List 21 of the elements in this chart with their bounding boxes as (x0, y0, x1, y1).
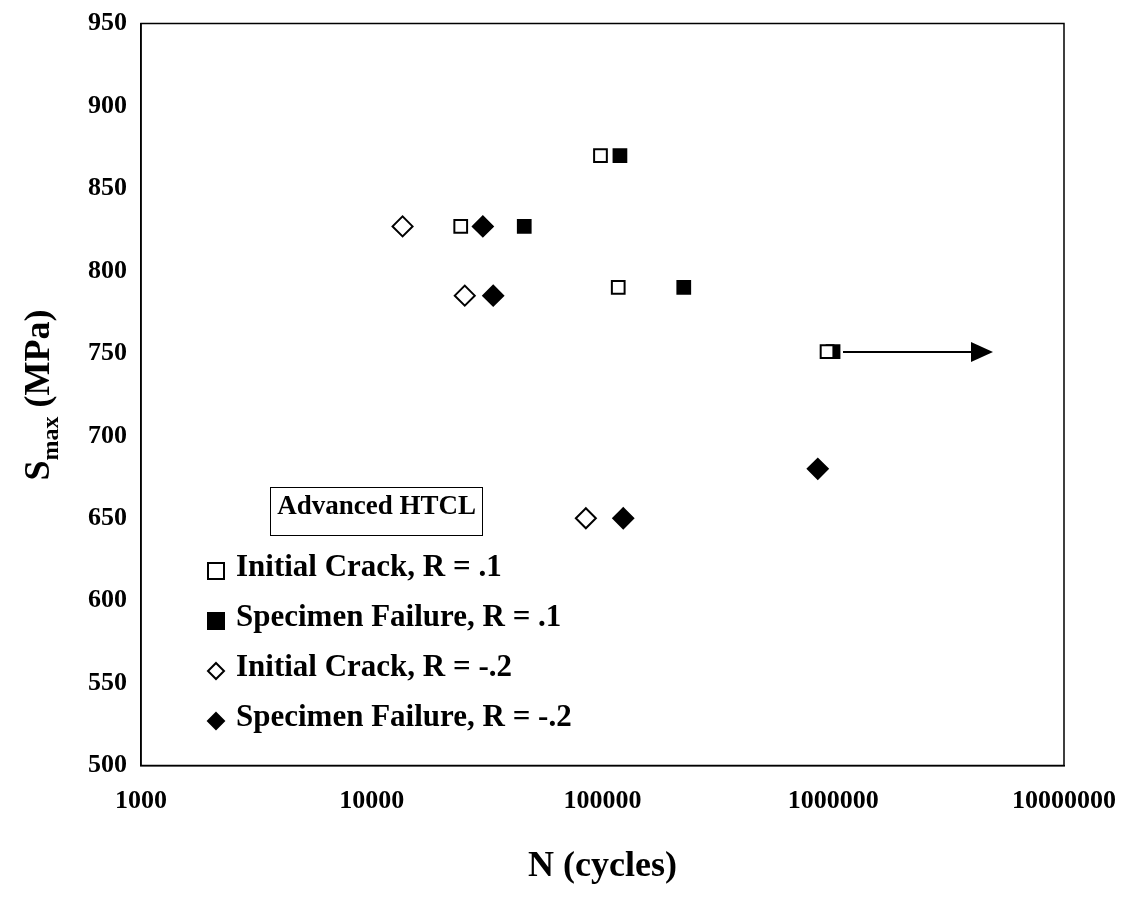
x-tick-label: 10000 (339, 784, 405, 814)
y-tick-label: 600 (88, 584, 127, 614)
y-tick-label: 700 (88, 419, 127, 449)
y-tick-label: 650 (88, 501, 127, 531)
legend-label: Specimen Failure, R = -.2 (236, 696, 572, 735)
x-tick-label: 1000 (115, 784, 167, 814)
y-tick-label: 800 (88, 254, 127, 284)
x-axis-title: N (cycles) (528, 843, 677, 884)
x-tick-label: 10000000 (1012, 784, 1116, 814)
x-tick-label: 1000000 (787, 784, 879, 814)
y-tick-label: 550 (88, 666, 127, 696)
y-tick-label: 500 (88, 749, 127, 779)
x-tick-label: 100000 (563, 784, 642, 814)
legend-label: Specimen Failure, R = .1 (236, 596, 562, 635)
legend-label: Initial Crack, R = -.2 (236, 646, 512, 685)
y-tick-label: 950 (88, 7, 127, 37)
y-tick-label: 900 (88, 89, 127, 119)
y-tick-label: 850 (88, 172, 127, 202)
y-tick-label: 750 (88, 337, 127, 367)
annotation: Advanced HTCL (270, 487, 484, 537)
legend-label: Initial Crack, R = .1 (236, 546, 502, 585)
